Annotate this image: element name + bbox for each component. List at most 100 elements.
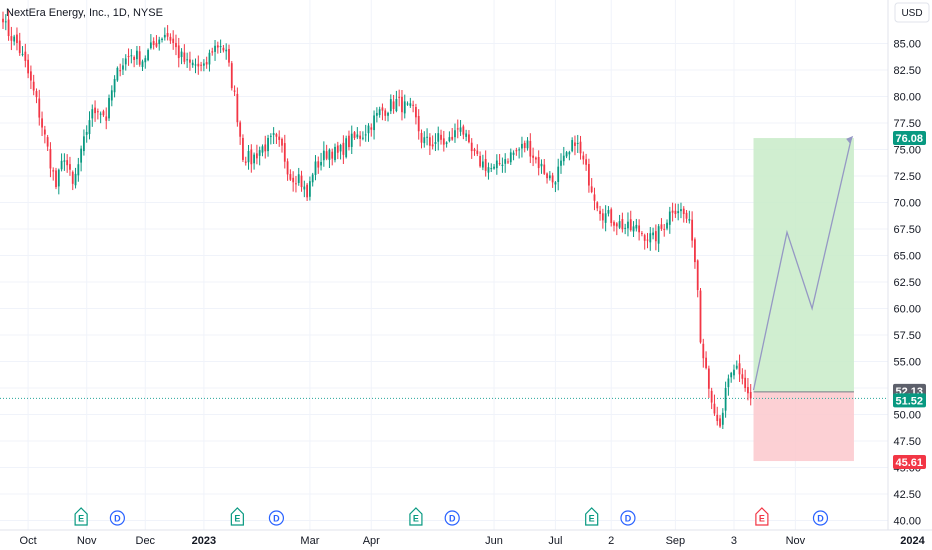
- candle: [239, 120, 242, 145]
- earnings-marker[interactable]: E: [755, 507, 769, 526]
- candle: [253, 152, 255, 170]
- candle: [526, 137, 529, 151]
- earnings-marker[interactable]: E: [74, 507, 88, 526]
- candle: [2, 11, 4, 30]
- candle-body: [741, 374, 744, 379]
- candle-body: [336, 145, 339, 153]
- y-tick-label: 62.50: [893, 277, 921, 289]
- candle: [242, 134, 244, 163]
- candle-body: [258, 150, 261, 156]
- candle: [632, 221, 635, 238]
- candle-body: [521, 143, 523, 149]
- earnings-marker[interactable]: E: [230, 507, 244, 526]
- candle: [409, 97, 412, 108]
- candle-body: [654, 231, 657, 242]
- x-tick-label: 2024: [900, 535, 925, 547]
- candle: [186, 52, 189, 68]
- dividend-marker[interactable]: D: [812, 510, 829, 526]
- projection-line[interactable]: [752, 138, 852, 391]
- candle: [183, 44, 186, 65]
- x-tick-label: 2: [608, 535, 614, 547]
- price-axis-panel[interactable]: [888, 0, 932, 530]
- candle-body: [325, 151, 328, 159]
- candle-body: [735, 365, 738, 369]
- candle: [498, 154, 501, 166]
- candle-body: [194, 64, 197, 66]
- event-marker-label: D: [625, 514, 632, 524]
- y-tick-label: 57.50: [893, 330, 921, 342]
- candle-body: [303, 186, 306, 190]
- candle-body: [370, 127, 373, 130]
- candle: [663, 224, 666, 237]
- candle-body: [551, 175, 554, 183]
- candle: [214, 40, 216, 61]
- candle: [638, 219, 641, 241]
- candle-body: [261, 146, 264, 153]
- target-zone[interactable]: [753, 138, 854, 392]
- dividend-marker[interactable]: D: [620, 510, 636, 526]
- candle: [431, 135, 434, 150]
- candle-body: [18, 40, 21, 54]
- candle: [551, 172, 554, 188]
- candle-body: [169, 36, 172, 41]
- candle-body: [599, 210, 601, 214]
- x-tick-label: Jun: [485, 535, 503, 547]
- candle: [401, 89, 403, 121]
- candle-body: [546, 173, 548, 179]
- candle-body: [108, 97, 110, 119]
- candle: [643, 233, 646, 250]
- dividend-marker[interactable]: D: [268, 510, 285, 526]
- earnings-marker[interactable]: E: [409, 507, 423, 526]
- stop-zone[interactable]: [753, 391, 854, 462]
- price-tag-value: 45.61: [895, 457, 923, 469]
- candle: [423, 131, 426, 148]
- candle: [336, 141, 339, 160]
- dividend-marker[interactable]: D: [109, 510, 125, 526]
- earnings-marker[interactable]: E: [585, 507, 599, 526]
- candle: [138, 46, 141, 67]
- time-axis-panel[interactable]: [0, 530, 932, 550]
- candle-body: [412, 104, 415, 106]
- candle-body: [526, 140, 529, 149]
- candle: [108, 94, 110, 122]
- candle: [710, 387, 713, 410]
- candle-body: [253, 154, 255, 164]
- candle: [353, 131, 356, 140]
- candle-body: [694, 239, 696, 263]
- candle-body: [275, 134, 278, 137]
- candle-body: [705, 357, 707, 369]
- candle: [571, 137, 574, 153]
- candle: [55, 167, 57, 190]
- y-tick-label: 47.50: [893, 436, 921, 448]
- candle: [716, 406, 719, 426]
- candle-body: [548, 175, 551, 179]
- candle: [548, 171, 551, 181]
- candle: [306, 182, 309, 202]
- currency-button[interactable]: [894, 2, 930, 23]
- dividend-marker[interactable]: D: [444, 510, 460, 526]
- candle: [479, 151, 481, 168]
- candle: [442, 130, 445, 152]
- projection-path[interactable]: [752, 135, 854, 391]
- candle-body: [445, 142, 448, 145]
- position-tool[interactable]: [0, 138, 888, 462]
- candle: [454, 123, 456, 143]
- candle: [727, 374, 730, 396]
- candle-body: [677, 211, 680, 214]
- candle: [122, 58, 124, 76]
- candle: [702, 338, 705, 368]
- candle-body: [601, 213, 604, 221]
- candle: [534, 156, 537, 164]
- candle: [724, 381, 727, 418]
- candle: [375, 107, 378, 123]
- candle-body: [495, 160, 498, 169]
- candle-body: [646, 239, 649, 241]
- x-tick-label: Sep: [666, 535, 686, 547]
- candle: [105, 107, 108, 130]
- event-marker-label: E: [759, 514, 765, 524]
- candle-body: [158, 39, 161, 45]
- dividend-icon: [812, 510, 829, 526]
- candle: [359, 131, 362, 147]
